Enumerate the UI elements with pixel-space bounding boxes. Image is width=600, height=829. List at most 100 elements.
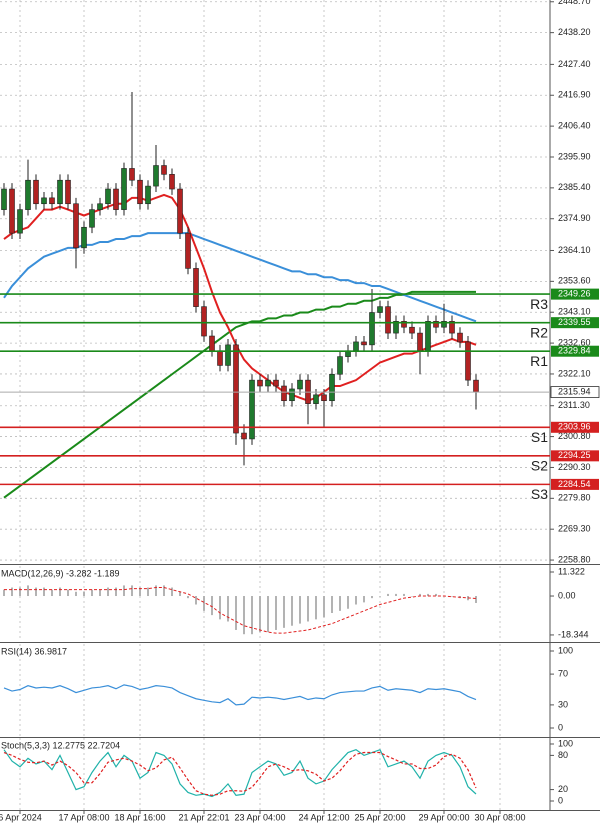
macd-bar (283, 596, 285, 628)
y-tick-label: 0 (558, 795, 563, 805)
candle-body (433, 321, 439, 328)
level-label: R1 (530, 353, 548, 369)
candle-body (1, 188, 7, 210)
y-tick-label: 11.322 (558, 566, 585, 576)
macd-bar (43, 587, 45, 597)
y-tick-label: 2395.90 (558, 151, 591, 161)
macd-bar (307, 596, 309, 622)
macd-bar (315, 596, 317, 620)
macd-bar (427, 593, 429, 597)
macd-bar (291, 596, 293, 626)
macd-bar (251, 596, 253, 635)
candle-body (145, 185, 151, 205)
level-value: 2339.55 (558, 317, 591, 327)
macd-bar (27, 585, 29, 597)
candle-body (265, 379, 271, 387)
macd-bar (107, 587, 109, 597)
indicator-line (3, 751, 477, 796)
candle-body (185, 232, 191, 269)
candle-body (441, 321, 447, 328)
candle-body (249, 379, 255, 440)
y-tick-label: 2279.80 (558, 493, 591, 503)
candle-body (337, 356, 343, 375)
macd-bar (259, 596, 261, 633)
x-tick-label: 21 Apr 22:01 (178, 812, 229, 822)
candle-body (105, 188, 111, 205)
x-tick-label: 24 Apr 12:00 (298, 812, 349, 822)
candle-body (33, 179, 39, 205)
y-tick-label: 100 (558, 645, 573, 655)
candle-body (217, 350, 223, 366)
y-tick-label: 2427.40 (558, 59, 591, 69)
candle-body (161, 165, 167, 175)
level-value: 2284.54 (558, 479, 591, 489)
macd-bar (475, 596, 477, 603)
macd-bar (387, 593, 389, 597)
candle-body (169, 174, 175, 190)
macd-bar (83, 591, 85, 597)
level-value-box (551, 288, 599, 300)
macd-bar (235, 596, 237, 630)
candle-body (377, 306, 383, 313)
macd-bar (219, 596, 221, 620)
y-tick-label: 2374.90 (558, 213, 591, 223)
y-tick-label: 20 (558, 784, 568, 794)
y-tick-label: 2385.40 (558, 182, 591, 192)
candle-body (17, 209, 23, 234)
x-tick-label: 25 Apr 20:00 (354, 812, 405, 822)
candle-body (193, 268, 199, 307)
level-value-box (551, 317, 599, 329)
x-tick-label: 23 Apr 04:00 (234, 812, 285, 822)
macd-bar (403, 593, 405, 597)
candle-body (9, 188, 15, 234)
candle-body (449, 321, 455, 334)
level-label: R2 (530, 324, 548, 340)
level-label: S1 (531, 429, 548, 445)
candle-body (201, 306, 207, 337)
level-value: 2294.25 (558, 450, 591, 460)
candle-body (73, 203, 79, 249)
x-tick-label: 29 Apr 00:00 (418, 812, 469, 822)
candle-body (25, 179, 31, 210)
y-tick-label: 100 (558, 738, 573, 748)
macd-bar (115, 587, 117, 597)
level-value: 2303.96 (558, 422, 591, 432)
candle-body (425, 321, 431, 352)
candle-body (273, 379, 279, 387)
y-tick-label: -18.344 (558, 629, 589, 639)
candle-body (89, 209, 95, 228)
y-tick-label: 2300.80 (558, 431, 591, 441)
macd-bar (35, 587, 37, 597)
y-tick-label: 70 (558, 668, 568, 678)
candle-body (113, 188, 119, 210)
y-tick-label: 2416.90 (558, 90, 591, 100)
candle-body (57, 179, 63, 205)
macd-bar (203, 596, 205, 611)
y-tick-label: 2322.10 (558, 368, 591, 378)
candle-body (289, 388, 295, 402)
candle-body (385, 306, 391, 334)
x-tick-label: 30 Apr 08:00 (474, 812, 525, 822)
macd-bar (299, 596, 301, 624)
macd-bar (163, 585, 165, 597)
level-label: S3 (531, 486, 548, 502)
level-value-box (551, 421, 599, 433)
candle-body (329, 373, 335, 402)
candle-body (225, 344, 231, 366)
x-tick-label: 18 Apr 16:00 (114, 812, 165, 822)
macd-bar (211, 596, 213, 616)
y-tick-label: 2290.30 (558, 462, 591, 472)
macd-bar (3, 589, 5, 597)
candle-body (241, 432, 247, 440)
macd-bar (11, 587, 13, 597)
candle-body (297, 379, 303, 390)
macd-bar (155, 585, 157, 597)
macd-bar (91, 589, 93, 597)
y-tick-label: 2406.40 (558, 120, 591, 130)
macd-bar (395, 593, 397, 597)
candle-body (137, 179, 143, 205)
candle-body (209, 335, 215, 352)
candle-body (457, 332, 463, 343)
